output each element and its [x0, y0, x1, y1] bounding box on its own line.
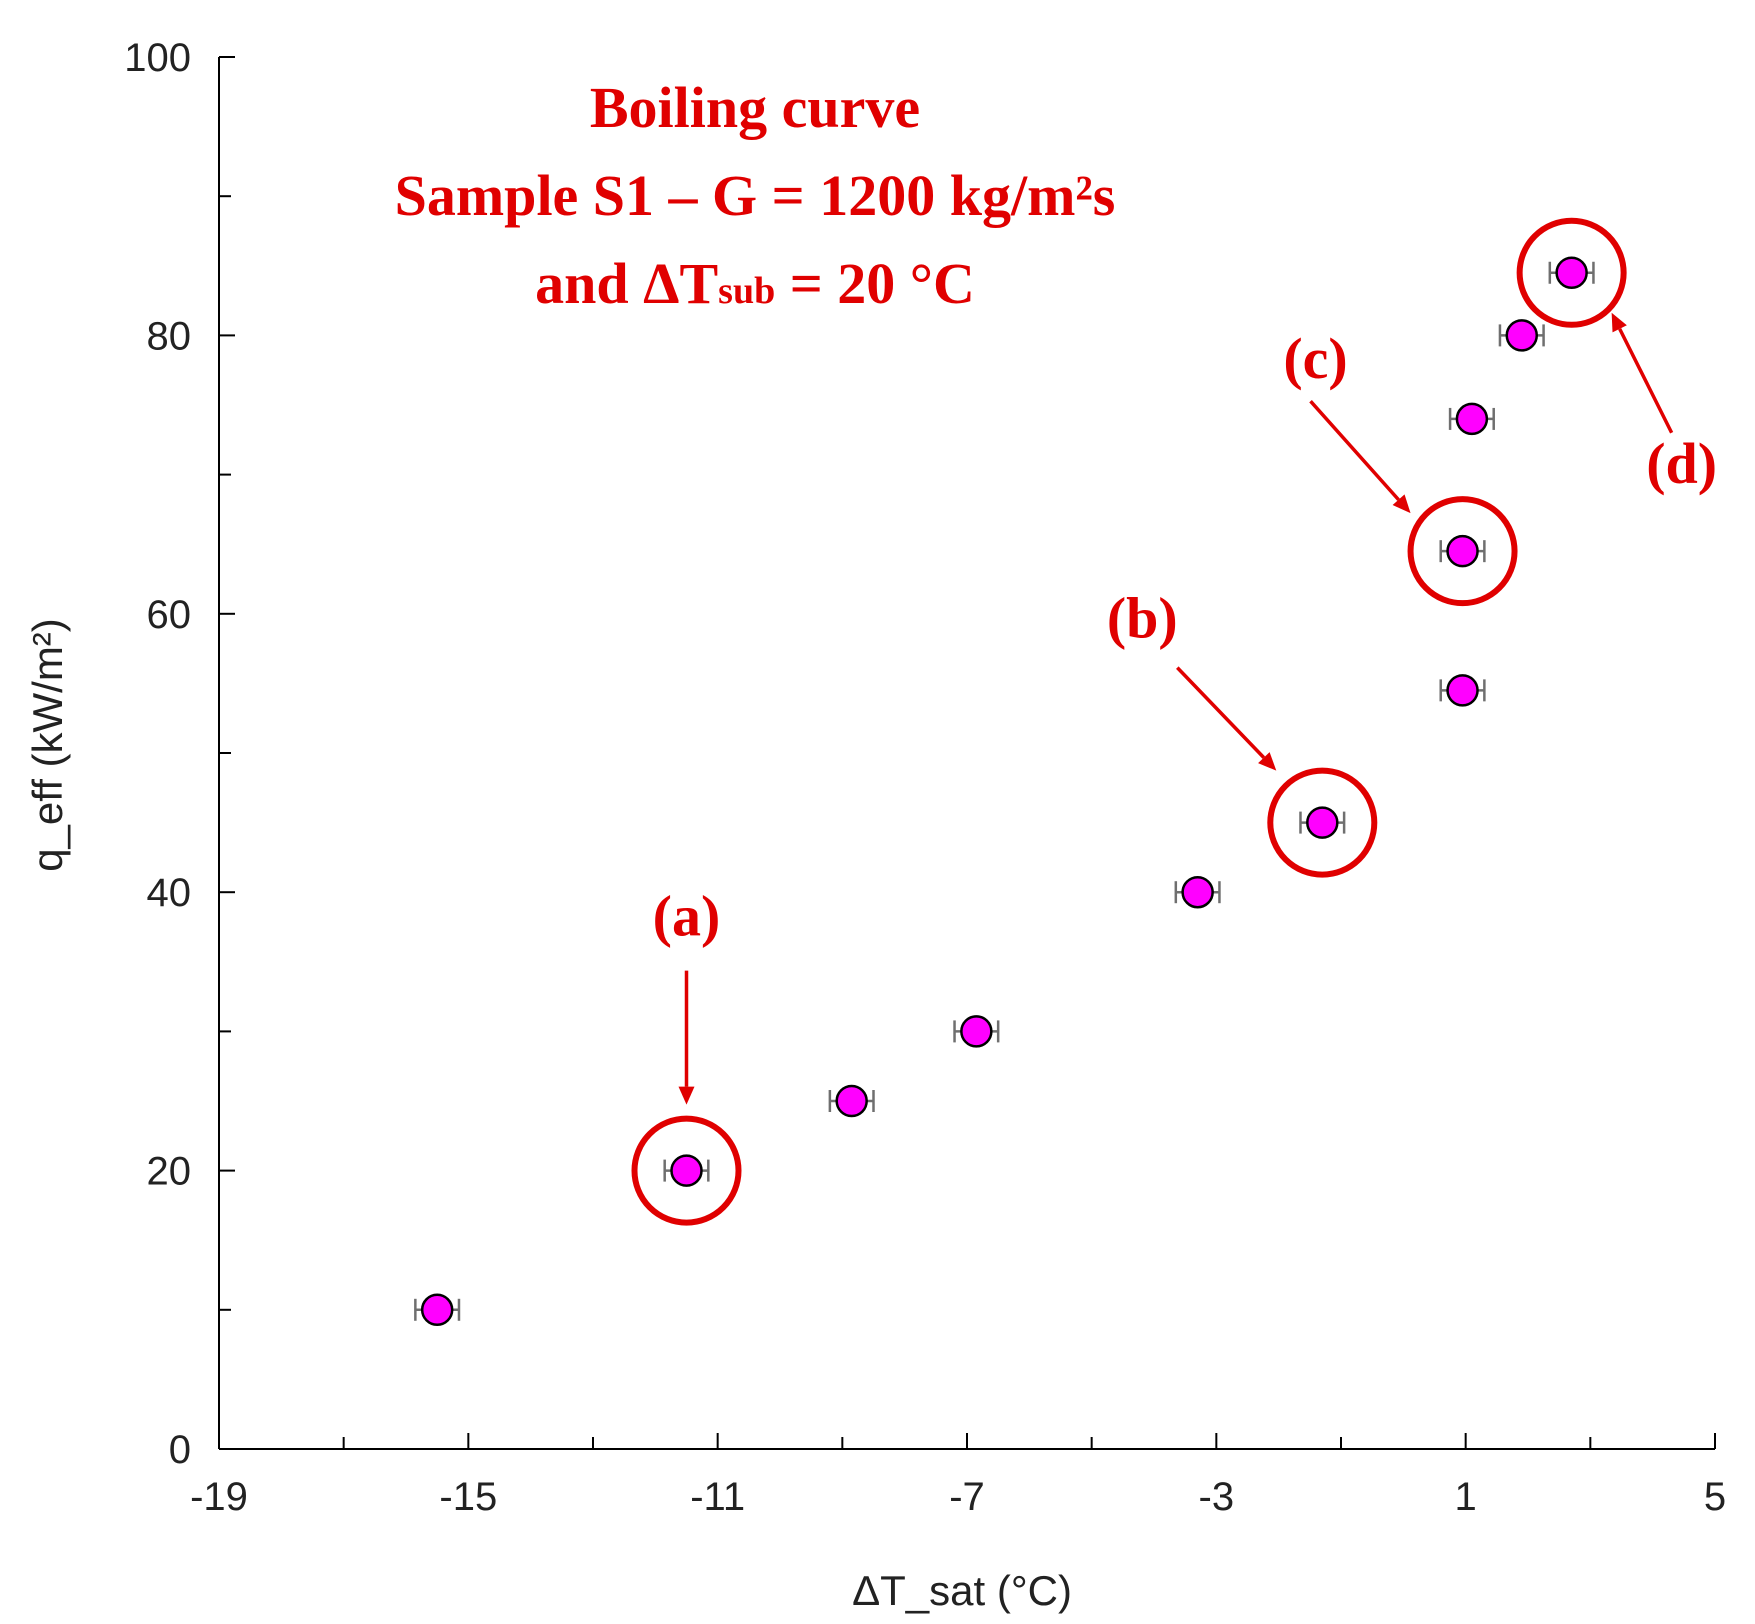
data-point: [1555, 256, 1588, 290]
x-tick-label: -11: [690, 1475, 745, 1519]
annotation-arrowhead: [678, 1086, 695, 1105]
y-tick-label: 100: [124, 36, 191, 80]
x-tick-label: 1: [1455, 1475, 1477, 1519]
x-tick-label: -15: [439, 1475, 497, 1519]
annotation-arrowhead: [1611, 312, 1627, 333]
x-axis-title: ΔT_sat (°C): [852, 1567, 1072, 1614]
tick-labels: -19 -15 -11 -7 -3 1 5 0 20 40 60 80 100: [124, 36, 1726, 1519]
annotation-arrowhead: [1392, 494, 1411, 514]
annotations: (a) (b) (c) (d): [631, 217, 1717, 1226]
data-point: [835, 1084, 868, 1118]
annotation-arrowhead: [1258, 752, 1277, 771]
chart-title-line-3: and ΔTsub = 20 °C: [535, 251, 975, 316]
y-tick-label: 80: [147, 314, 192, 358]
ticks: [218, 56, 1716, 1450]
annotation-arrow: [1618, 328, 1674, 434]
data-point: [1455, 402, 1489, 436]
data-point: [1446, 674, 1479, 707]
x-tick-label: -7: [949, 1475, 985, 1519]
data-point: [1446, 534, 1479, 568]
data-point: [670, 1154, 703, 1187]
highlight-circle: [1407, 496, 1518, 607]
y-tick-label: 20: [147, 1150, 192, 1194]
data-point: [1306, 806, 1339, 839]
chart-title-line-2: Sample S1 – G = 1200 kg/m²s: [395, 163, 1116, 228]
x-tick-label: -3: [1199, 1475, 1235, 1519]
annotation-label: (a): [653, 884, 721, 949]
y-tick-label: 0: [169, 1428, 191, 1472]
y-tick-label: 40: [147, 871, 192, 915]
annotation-label: (c): [1283, 326, 1347, 391]
annotation-label: (b): [1107, 586, 1178, 651]
x-tick-label: 5: [1704, 1475, 1726, 1519]
highlight-circle: [1267, 767, 1378, 878]
y-axis-title: q_eff (kW/m²): [24, 618, 71, 872]
highlight-circle: [631, 1115, 742, 1226]
x-tick-label: -19: [190, 1475, 248, 1519]
data-point: [960, 1015, 993, 1048]
annotation-arrow: [1309, 399, 1400, 501]
highlight-circle: [1516, 217, 1627, 328]
y-tick-label: 60: [147, 593, 192, 637]
chart-title-line-1: Boiling curve: [590, 75, 920, 140]
annotation-arrow: [1176, 666, 1266, 759]
data-point: [1181, 875, 1214, 909]
data-point: [420, 1293, 454, 1327]
data-point: [1505, 319, 1539, 352]
data-points: [414, 256, 1595, 1327]
annotation-label: (d): [1646, 431, 1717, 496]
title-block: Boiling curve Sample S1 – G = 1200 kg/m²…: [395, 75, 1116, 316]
